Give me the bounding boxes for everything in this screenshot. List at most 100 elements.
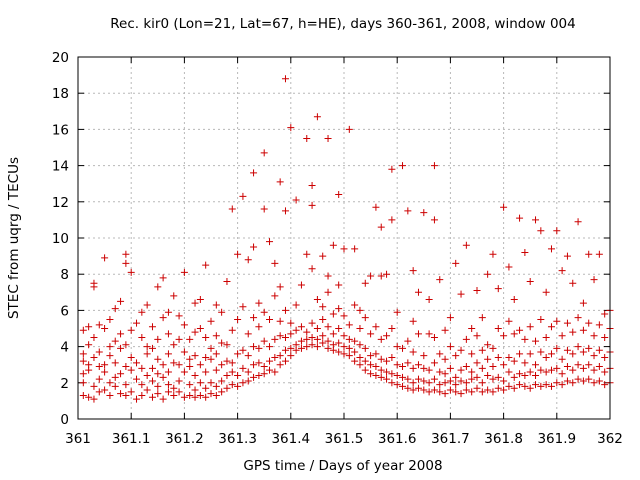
data-point	[361, 366, 369, 374]
y-tick-labels: 0 2 4 6 8 10 12 14 16 18 20	[52, 50, 69, 428]
data-point	[186, 355, 194, 363]
data-point	[532, 337, 540, 345]
data-point	[313, 325, 321, 332]
y-tick-label: 20	[52, 50, 69, 66]
data-point	[281, 334, 289, 342]
data-point	[207, 317, 215, 325]
data-point	[276, 352, 284, 360]
data-point	[420, 386, 428, 394]
data-point	[276, 178, 284, 186]
data-point	[473, 373, 481, 381]
data-point	[297, 337, 305, 345]
x-tick-label: 361.6	[378, 431, 417, 447]
data-point	[319, 332, 327, 340]
data-point	[250, 314, 258, 322]
data-point	[281, 357, 289, 365]
data-point	[563, 377, 571, 385]
data-point	[127, 326, 135, 334]
data-point	[239, 192, 247, 200]
data-point	[218, 339, 226, 347]
data-point	[228, 368, 236, 376]
data-point	[266, 366, 274, 374]
data-point	[521, 372, 529, 380]
data-point	[351, 301, 359, 309]
data-point	[585, 361, 593, 369]
data-point	[101, 254, 109, 262]
data-point	[420, 209, 428, 217]
data-point	[212, 301, 220, 309]
data-point	[170, 341, 178, 349]
data-point	[462, 379, 470, 387]
data-point	[292, 196, 300, 204]
data-point	[399, 344, 407, 352]
data-point	[569, 328, 577, 336]
data-point	[377, 373, 385, 381]
data-point	[250, 373, 258, 381]
data-point	[516, 381, 524, 389]
data-point	[170, 359, 178, 367]
data-point	[441, 390, 449, 398]
data-point	[585, 375, 593, 383]
data-point	[585, 344, 593, 352]
data-point	[313, 296, 321, 304]
data-point	[180, 368, 188, 376]
data-point	[313, 343, 321, 351]
data-point	[601, 368, 609, 376]
data-point	[510, 373, 518, 381]
data-point	[558, 381, 566, 389]
data-point	[383, 368, 391, 376]
data-point	[468, 325, 476, 332]
data-point	[484, 386, 492, 394]
data-point	[117, 297, 125, 305]
data-point	[308, 334, 316, 342]
data-point	[563, 346, 571, 354]
y-tick-label: 0	[60, 412, 69, 428]
data-point	[468, 375, 476, 383]
data-point	[212, 366, 220, 374]
data-point	[436, 368, 444, 376]
data-point	[303, 250, 311, 258]
data-point	[462, 386, 470, 394]
data-point	[425, 366, 433, 374]
data-point	[558, 267, 566, 275]
data-point	[532, 372, 540, 380]
data-point	[516, 214, 524, 222]
data-point	[430, 216, 438, 224]
data-point	[186, 335, 194, 343]
data-point	[393, 381, 401, 389]
data-point	[239, 379, 247, 387]
data-point	[553, 317, 561, 325]
data-point	[526, 384, 534, 392]
x-tick-label: 361.4	[271, 431, 310, 447]
data-point	[558, 355, 566, 363]
data-point	[239, 364, 247, 372]
data-point	[271, 368, 279, 376]
data-point	[537, 366, 545, 374]
data-point	[457, 346, 465, 354]
data-point	[377, 223, 385, 231]
data-point	[521, 382, 529, 390]
data-point	[409, 364, 417, 372]
data-point	[191, 372, 199, 380]
data-point	[90, 382, 98, 390]
data-point	[526, 368, 534, 376]
data-point	[579, 299, 587, 307]
data-point	[446, 386, 454, 394]
data-point	[420, 364, 428, 372]
data-point	[356, 325, 364, 332]
data-point	[436, 381, 444, 389]
data-point	[409, 379, 417, 387]
y-tick-label: 10	[52, 231, 69, 247]
data-point	[356, 353, 364, 361]
data-point	[170, 292, 178, 300]
data-point	[79, 379, 87, 387]
data-point	[452, 373, 460, 381]
data-point	[223, 277, 231, 285]
data-point	[319, 303, 327, 311]
data-point	[542, 353, 550, 361]
data-point	[164, 330, 172, 338]
data-point	[218, 388, 226, 396]
data-point	[329, 241, 337, 249]
data-point	[510, 357, 518, 365]
data-point	[133, 319, 141, 327]
